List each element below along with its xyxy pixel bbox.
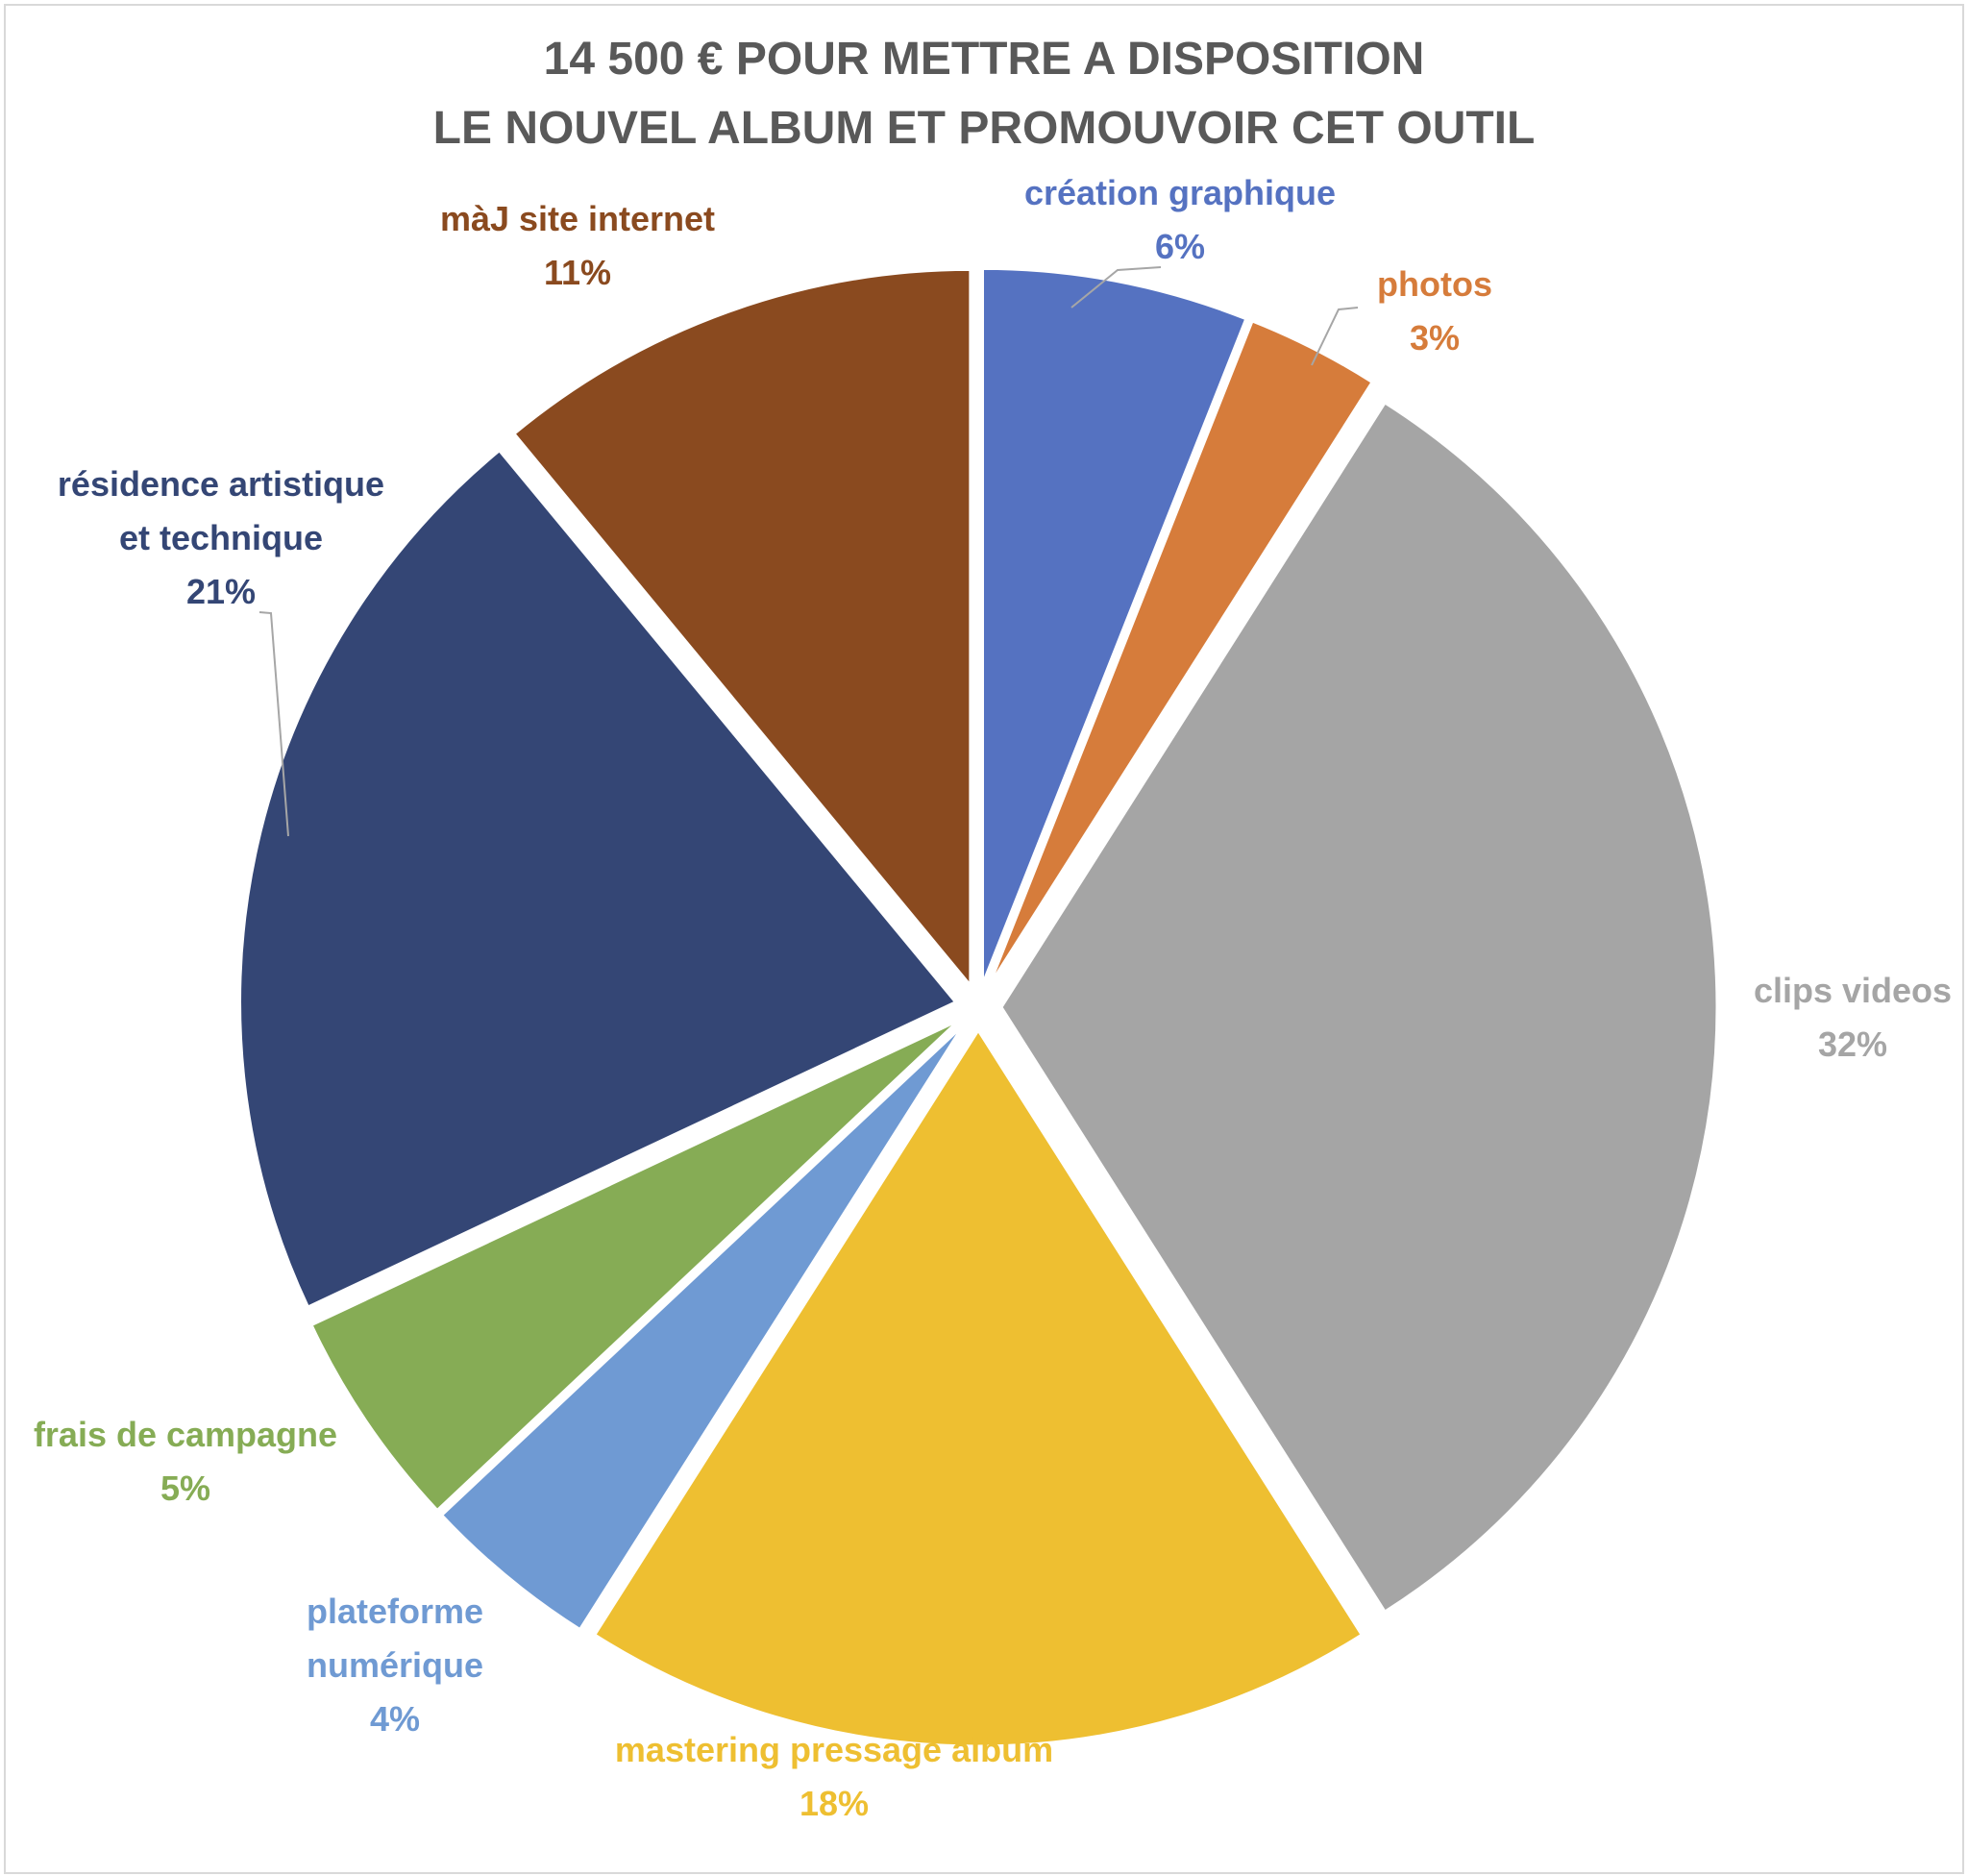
leader-line-creation-graphique: [1070, 266, 1162, 309]
slice-percent-mastering-pressage-album: 18%: [800, 1784, 869, 1823]
pie-slice-maj-site-internet: [511, 267, 972, 990]
slice-name-frais-de-campagne: frais de campagne: [34, 1415, 337, 1454]
slice-name-residence-artistique-et-technique: résidence artistique: [58, 464, 384, 504]
slice-name-creation-graphique: création graphique: [1024, 173, 1336, 212]
slice-percent-maj-site-internet: 11%: [544, 253, 611, 292]
slice-label-creation-graphique: création graphique 6%: [1024, 173, 1336, 266]
slice-name-mastering-pressage-album: mastering pressage album: [615, 1730, 1053, 1769]
slice-percent-frais-de-campagne: 5%: [160, 1469, 210, 1508]
slice-label-plateforme-numerique: plateforme numérique 4%: [307, 1592, 483, 1739]
leader-lines: [258, 266, 1359, 837]
slice-percent-creation-graphique: 6%: [1155, 227, 1205, 266]
chart-title: 14 500 € POUR METTRE A DISPOSITION LE NO…: [0, 25, 1968, 163]
slice-label-photos: photos 3%: [1377, 264, 1492, 358]
slice-label-clips-videos: clips videos 32%: [1754, 971, 1952, 1064]
slice-name-maj-site-internet: màJ site internet: [440, 199, 715, 238]
pie-slice-plateforme-numerique: [439, 1024, 965, 1632]
slice-name-plateforme-numerique: numérique: [307, 1645, 483, 1685]
slice-label-maj-site-internet: màJ site internet 11%: [440, 199, 715, 292]
pie-slice-photos: [987, 318, 1375, 988]
leader-line-residence-artistique-et-technique: [258, 611, 289, 837]
pie-slice-creation-graphique: [981, 266, 1248, 985]
slice-percent-photos: 3%: [1410, 318, 1460, 358]
slice-label-mastering-pressage-album: mastering pressage album 18%: [615, 1730, 1053, 1823]
chart-title-line-2: LE NOUVEL ALBUM ET PROMOUVOIR CET OUTIL: [432, 103, 1536, 154]
pie-slice-residence-artistique-et-technique: [238, 448, 958, 1309]
slice-labels: création graphique 6% photos 3% clips videos…: [34, 173, 1952, 1823]
pie-slice-frais-de-campagne: [309, 1019, 961, 1513]
pie-slice-clips-videos: [999, 400, 1719, 1615]
slice-percent-residence-artistique-et-technique: 21%: [186, 572, 256, 611]
slice-name-residence-artistique-et-technique: et technique: [119, 518, 323, 557]
pie-slice-mastering-pressage-album: [592, 1027, 1365, 1748]
leader-line-photos: [1311, 307, 1359, 366]
slice-label-frais-de-campagne: frais de campagne 5%: [34, 1415, 337, 1508]
slice-percent-plateforme-numerique: 4%: [370, 1699, 420, 1739]
slice-name-clips-videos: clips videos: [1754, 971, 1952, 1010]
chart-title-line-1: 14 500 € POUR METTRE A DISPOSITION: [543, 34, 1425, 85]
pie-slices: [238, 266, 1719, 1748]
slice-name-photos: photos: [1377, 264, 1492, 304]
slice-percent-clips-videos: 32%: [1818, 1024, 1887, 1064]
slice-label-residence-artistique-et-technique: résidence artistique et technique 21%: [58, 464, 384, 611]
slice-name-plateforme-numerique: plateforme: [307, 1592, 483, 1631]
